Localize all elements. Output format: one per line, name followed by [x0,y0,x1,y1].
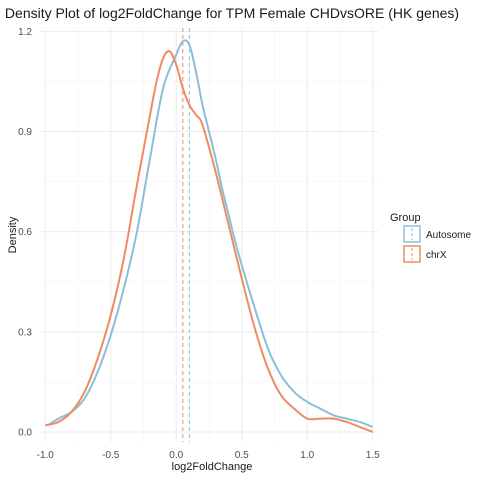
x-tick-label: -0.5 [102,450,120,461]
y-axis-label: Density [7,216,19,253]
y-tick-label: 0.9 [18,127,32,138]
x-tick-label: -1.0 [37,450,55,461]
y-tick-label: 0.0 [18,427,32,438]
x-axis-label: log2FoldChange [172,461,253,473]
legend-label: chrX [426,250,447,261]
legend-label: Autosome [426,230,471,241]
chart-title: Density Plot of log2FoldChange for TPM F… [5,5,459,21]
x-tick-label: 1.5 [366,450,380,461]
y-tick-label: 0.6 [18,227,32,238]
x-tick-label: 0.5 [235,450,249,461]
legend-title: Group [390,212,421,224]
y-tick-label: 0.3 [18,327,32,338]
x-tick-label: 0.0 [169,450,183,461]
x-tick-label: 1.0 [300,450,314,461]
y-tick-label: 1.2 [18,27,32,38]
